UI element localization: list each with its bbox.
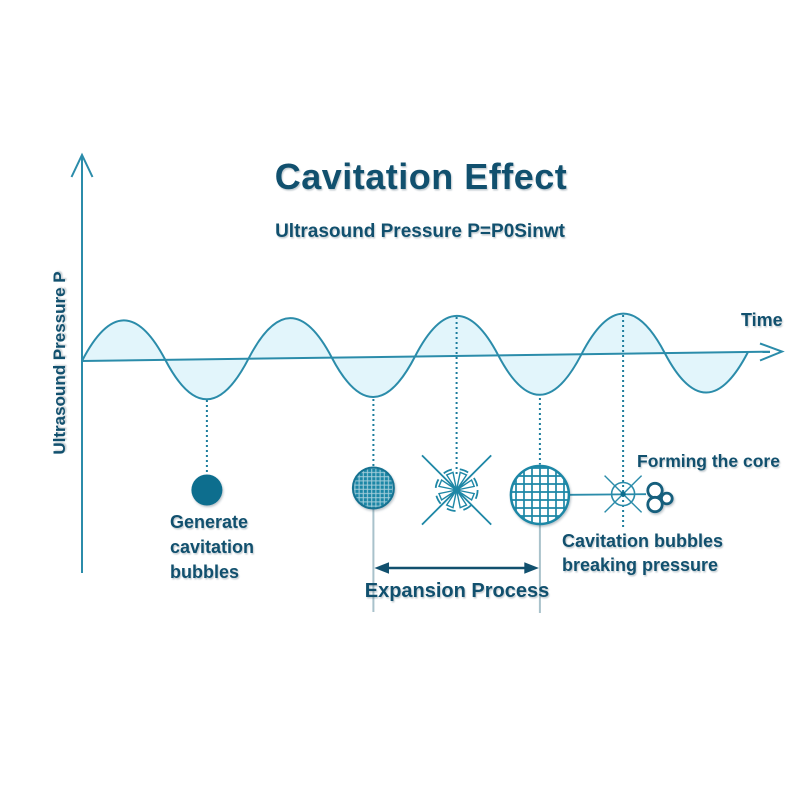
time-axis xyxy=(81,342,785,362)
core-asterisk-icon xyxy=(604,475,643,513)
cavitation-bubble-solid-icon xyxy=(191,474,223,506)
arrow-right-head-icon xyxy=(524,562,539,574)
x-axis-time-label: Time xyxy=(741,310,783,330)
y-axis-pressure-label: Ultrasound Pressure P xyxy=(50,271,69,455)
arrow-left-head-icon xyxy=(374,562,389,574)
expansion-bracket xyxy=(372,509,541,613)
page-title: Cavitation Effect xyxy=(274,156,568,197)
cavitation-bubble-hatch-large-icon xyxy=(509,464,571,526)
time-axis-line xyxy=(81,350,771,362)
pressure-axis xyxy=(70,152,94,573)
expansion-arrow xyxy=(374,562,539,574)
bubble-collapse-icon xyxy=(421,454,492,526)
core-bubbles-icon xyxy=(646,481,674,514)
breaking-pressure-label: Cavitation bubbles breaking pressure xyxy=(562,531,724,575)
forming-core-label: Forming the core xyxy=(637,451,780,471)
generate-bubbles-label: Generate cavitation bubbles xyxy=(170,512,255,582)
expansion-process-label: Expansion Process xyxy=(364,580,550,602)
time-axis-arrowhead-icon xyxy=(759,342,785,362)
pressure-axis-arrowhead-icon xyxy=(70,152,94,178)
core-connector-line xyxy=(568,493,647,496)
pressure-formula: Ultrasound Pressure P=P0Sinwt xyxy=(275,221,565,242)
cavitation-bubble-hatch-small-icon xyxy=(351,466,395,510)
